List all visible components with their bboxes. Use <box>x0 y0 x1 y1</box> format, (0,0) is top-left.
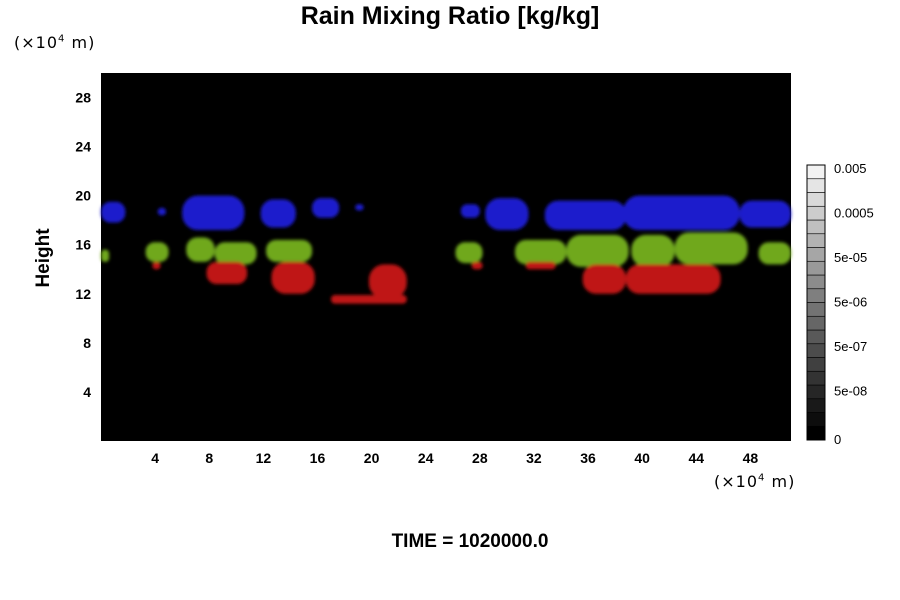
rain-patch-middle-1 <box>101 249 110 262</box>
rain-patch-middle-3 <box>186 237 215 262</box>
x-tick-label: 16 <box>310 450 326 466</box>
x-unit-suffix: m) <box>765 472 796 491</box>
rain-patch-lower-1 <box>152 261 161 270</box>
y-tick-label: 16 <box>75 237 91 253</box>
rain-patch-middle-5 <box>266 239 313 262</box>
x-tick-label: 40 <box>634 450 650 466</box>
y-tick-label: 8 <box>83 335 91 351</box>
rain-patch-lower-5 <box>368 264 407 299</box>
y-tick-label: 24 <box>75 139 91 155</box>
x-tick-label: 48 <box>743 450 759 466</box>
x-tick-label: 8 <box>205 450 213 466</box>
colorbar-segment <box>806 274 826 290</box>
colorbar-segment <box>806 178 826 193</box>
x-tick-label: 36 <box>580 450 596 466</box>
colorbar-segment <box>806 398 826 413</box>
y-tick-label: 28 <box>75 90 91 106</box>
rain-patch-lower-9 <box>625 264 721 294</box>
rain-patch-lower-3 <box>271 261 315 294</box>
rain-patch-upper-2 <box>157 207 166 216</box>
rain-field <box>101 195 791 304</box>
x-tick-label: 4 <box>151 450 159 466</box>
colorbar-segment <box>806 247 826 262</box>
y-tick-label: 4 <box>83 384 91 400</box>
y-unit-suffix: m) <box>65 33 96 52</box>
colorbar-segment <box>806 343 826 358</box>
colorbar-segment <box>806 425 826 441</box>
x-tick-label: 20 <box>364 450 380 466</box>
colorbar-segment <box>806 219 826 235</box>
x-ticks: 4 8 12 16 20 24 28 32 36 40 44 48 <box>151 450 758 466</box>
colorbar-segment <box>806 164 826 180</box>
x-unit-prefix: (×10 <box>714 472 759 491</box>
colorbar-segment <box>806 260 826 276</box>
rain-patch-upper-5 <box>312 198 340 218</box>
x-tick-label: 24 <box>418 450 434 466</box>
chart-title: Rain Mixing Ratio [kg/kg] <box>300 2 600 30</box>
colorbar-segment <box>806 315 826 331</box>
rain-patch-upper-1 <box>101 201 126 223</box>
time-label: TIME = 1020000.0 <box>391 531 549 552</box>
y-tick-label: 12 <box>75 286 91 302</box>
colorbar-tick-label: 0.0005 <box>834 206 874 221</box>
colorbar-tick-label: 5e-07 <box>834 339 867 354</box>
rain-patch-upper-10 <box>623 195 740 231</box>
colorbar-tick-label: 5e-05 <box>834 250 867 265</box>
y-tick-label: 20 <box>75 188 91 204</box>
rain-patch-lower-2 <box>206 261 248 284</box>
rain-patch-upper-7 <box>460 204 480 218</box>
colorbar-segment <box>806 302 826 317</box>
rain-patch-middle-11 <box>758 242 791 265</box>
rain-patch-upper-6 <box>355 204 364 211</box>
rain-patch-lower-7 <box>525 261 556 270</box>
x-tick-label: 28 <box>472 450 488 466</box>
x-tick-label: 32 <box>526 450 542 466</box>
rain-patch-upper-9 <box>544 200 626 231</box>
colorbar-tick-label: 5e-06 <box>834 295 867 310</box>
colorbar-segment <box>806 288 826 303</box>
colorbar-segment <box>806 192 826 207</box>
colorbar-segment <box>806 370 826 386</box>
colorbar-tick-label: 5e-08 <box>834 384 867 399</box>
colorbar-segment <box>806 233 826 248</box>
rain-patch-middle-10 <box>674 232 748 265</box>
rain-patch-middle-8 <box>566 234 629 267</box>
rain-patch-middle-9 <box>631 234 675 267</box>
colorbar-segment <box>806 329 826 345</box>
rain-patch-upper-3 <box>182 195 245 231</box>
rain-patch-upper-11 <box>739 200 791 228</box>
y-unit-prefix: (×10 <box>14 33 59 52</box>
rain-patch-middle-6 <box>455 242 483 264</box>
rain-patch-middle-7 <box>515 239 567 265</box>
colorbar-segment <box>806 357 826 372</box>
y-unit-exponent: 4 <box>58 33 66 45</box>
colorbar-segment <box>806 205 826 221</box>
rain-patch-middle-4 <box>214 242 257 265</box>
colorbar-frame <box>806 164 826 441</box>
rain-patch-upper-8 <box>485 198 529 231</box>
y-axis-label: Height <box>33 228 54 288</box>
colorbar: 0 5e-08 5e-07 5e-06 5e-05 0.0005 0.005 <box>806 161 874 447</box>
colorbar-segment <box>806 384 826 400</box>
colorbar-tick-label: 0 <box>834 432 841 447</box>
x-tick-label: 12 <box>256 450 272 466</box>
colorbar-tick-label: 0.005 <box>834 161 867 176</box>
rain-patch-middle-2 <box>145 242 169 262</box>
y-ticks: 4 8 12 16 20 24 28 <box>75 90 91 400</box>
colorbar-segment <box>806 412 826 427</box>
rain-patch-lower-6 <box>471 261 483 270</box>
rain-patch-upper-4 <box>260 199 296 228</box>
x-axis-unit: (×104 m) <box>714 472 795 491</box>
y-axis-unit: (×104 m) <box>14 33 95 52</box>
rain-patch-lower-8 <box>582 264 626 294</box>
x-unit-exponent: 4 <box>758 472 766 484</box>
x-tick-label: 44 <box>689 450 705 466</box>
